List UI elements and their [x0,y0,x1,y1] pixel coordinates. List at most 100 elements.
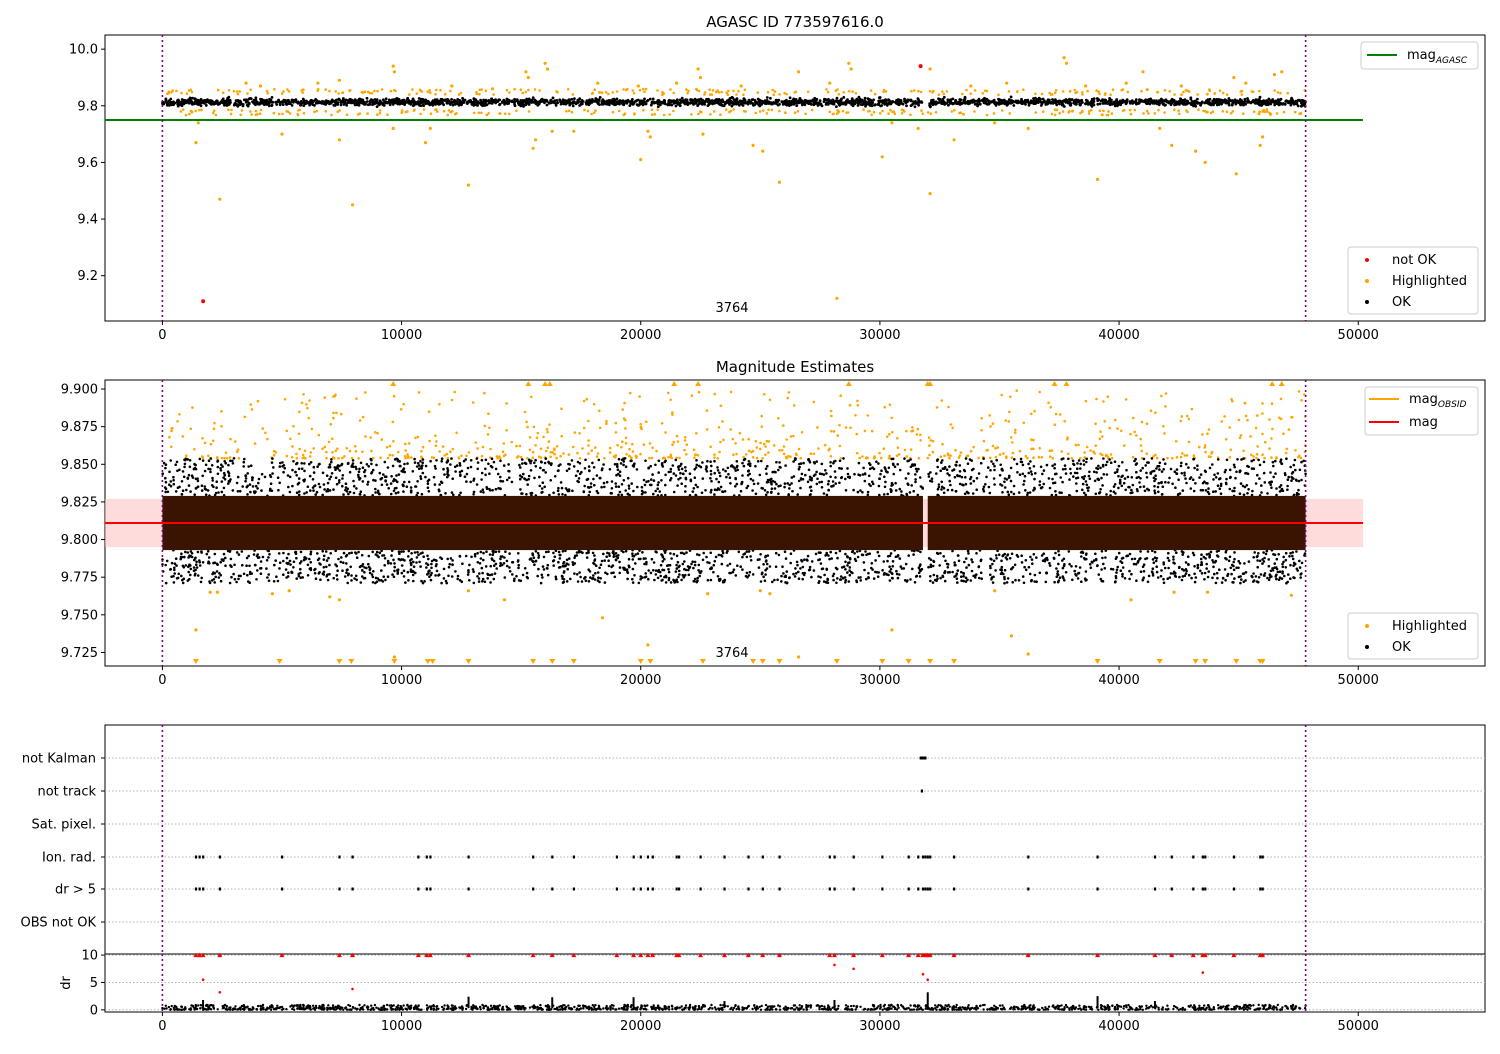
highlighted-point [571,111,574,114]
ok-point [398,98,401,101]
highlighted-point [836,88,839,91]
ok-point [743,465,746,468]
ok-point [1133,101,1136,104]
highlighted-point [655,450,658,453]
ok-point [670,557,673,560]
highlighted-point [1235,172,1238,175]
highlighted-point [640,426,643,429]
ok-point [824,98,827,101]
highlighted-point [1049,406,1052,409]
ok-point [886,104,889,107]
ok-point [570,98,573,101]
highlighted-point [517,455,520,458]
ok-point [1189,477,1192,480]
ok-point [1124,477,1127,480]
highlighted-point [671,443,674,446]
ok-point [330,101,333,104]
ok-point [898,103,901,106]
highlighted-point [194,110,197,113]
highlighted-point [794,111,797,114]
ok-point [362,466,365,469]
ok-point [661,560,664,563]
highlighted-point [701,133,704,136]
ok-point [301,102,304,105]
ok-point [182,100,185,103]
ok-point [435,559,438,562]
ok-point [905,563,908,566]
highlighted-point [1123,444,1126,447]
ok-point [485,565,488,568]
highlighted-point [479,89,482,92]
highlighted-point [757,91,760,94]
ok-point [429,460,432,463]
highlighted-point [194,141,197,144]
ok-point [559,557,562,560]
highlighted-point [609,451,612,454]
highlighted-point [1032,456,1035,459]
ok-point [1199,570,1202,573]
highlighted-point [1139,438,1142,441]
ok-point [864,102,867,105]
ok-point [1029,556,1032,559]
ok-point [342,97,345,100]
highlighted-point [428,410,431,413]
ok-point [197,574,200,577]
ok-point [579,576,582,579]
ok-point [1167,552,1170,555]
ok-point [1217,103,1220,106]
ok-point [877,103,880,106]
highlighted-point [921,112,924,115]
ok-point [1267,558,1270,561]
ok-point [251,479,254,482]
ok-point [1260,104,1263,107]
highlighted-point [559,455,562,458]
highlighted-point [745,453,748,456]
highlighted-point [503,442,506,445]
highlighted-point [204,442,207,445]
top-xtick-label-20000: 20000 [620,328,661,343]
ok-point [1065,98,1068,101]
highlighted-point [506,89,509,92]
highlighted-point [755,112,758,115]
highlighted-point [1094,423,1097,426]
highlighted-point [697,113,700,116]
ok-point [819,558,822,561]
ok-point [914,101,917,104]
highlighted-point [761,425,764,428]
ok-point [578,104,581,107]
highlighted-point [239,90,242,93]
highlighted-point [866,457,869,460]
ok-point [911,103,914,106]
highlighted-point [1206,432,1209,435]
ok-point [777,104,780,107]
highlighted-point [234,440,237,443]
highlighted-point [1096,178,1099,181]
highlighted-point [936,406,939,409]
highlighted-point [1147,112,1150,115]
highlighted-point [1038,456,1041,459]
highlighted-point [1008,411,1011,414]
highlighted-point [1051,113,1054,116]
highlighted-point [969,84,972,87]
highlighted-point [451,399,454,402]
ok-point [438,490,441,493]
ok-point [1022,575,1025,578]
highlighted-point [764,445,767,448]
highlighted-point [446,114,449,117]
ok-point [185,564,188,567]
ok-point [894,482,897,485]
highlighted-point [1135,434,1138,437]
ok-point [1078,99,1081,102]
ok-point [1162,485,1165,488]
highlighted-point [448,109,451,112]
highlighted-point [1004,419,1007,422]
ok-point [568,100,571,103]
ok-point [571,459,574,462]
ok-point [979,103,982,106]
highlighted-point [845,426,848,429]
highlighted-point [654,113,657,116]
ok-point [338,98,341,101]
highlighted-point [1038,391,1041,394]
highlighted-point [1162,425,1165,428]
ok-point [1172,558,1175,561]
